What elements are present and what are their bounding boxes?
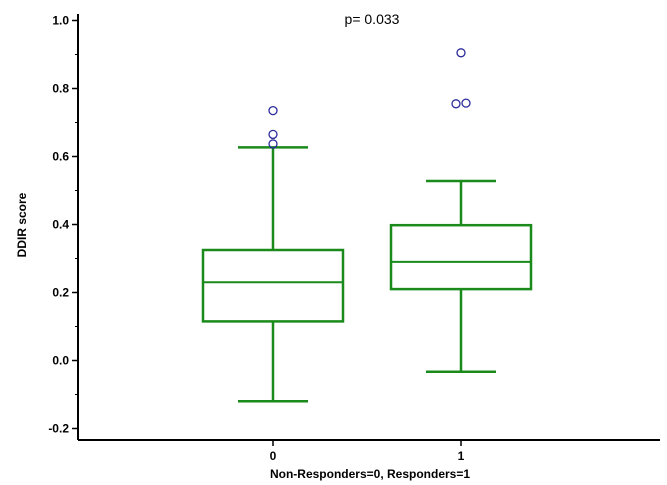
outlier-point xyxy=(451,99,461,109)
y-tick-label: 0.0 xyxy=(52,354,69,368)
outlier-point xyxy=(268,105,278,116)
iqr-box xyxy=(201,248,345,323)
box-group-0 xyxy=(201,105,345,403)
box-series xyxy=(201,48,533,403)
outlier-point xyxy=(461,98,471,108)
outlier-point xyxy=(268,139,278,149)
p-value-annotation: p= 0.033 xyxy=(345,11,400,27)
outlier-point xyxy=(268,129,278,140)
y-axis-title: DDIR score xyxy=(15,192,29,257)
x-tick-label: 1 xyxy=(458,449,465,463)
axes: -0.2 0.0 0.2 0.4 0.6 0.8 1.0 0 1 xyxy=(48,14,660,463)
y-tick-label: 1.0 xyxy=(52,14,69,28)
outlier-point xyxy=(456,48,466,58)
y-tick-label: 0.4 xyxy=(52,218,69,232)
y-tick-label: -0.2 xyxy=(48,422,69,436)
y-tick-label: 0.2 xyxy=(52,286,69,300)
box-group-1 xyxy=(389,48,533,373)
x-tick-label: 0 xyxy=(270,449,277,463)
iqr-box xyxy=(389,223,533,291)
y-tick-label: 0.8 xyxy=(52,82,69,96)
x-axis-title: Non-Responders=0, Responders=1 xyxy=(270,467,470,481)
y-tick-label: 0.6 xyxy=(52,150,69,164)
